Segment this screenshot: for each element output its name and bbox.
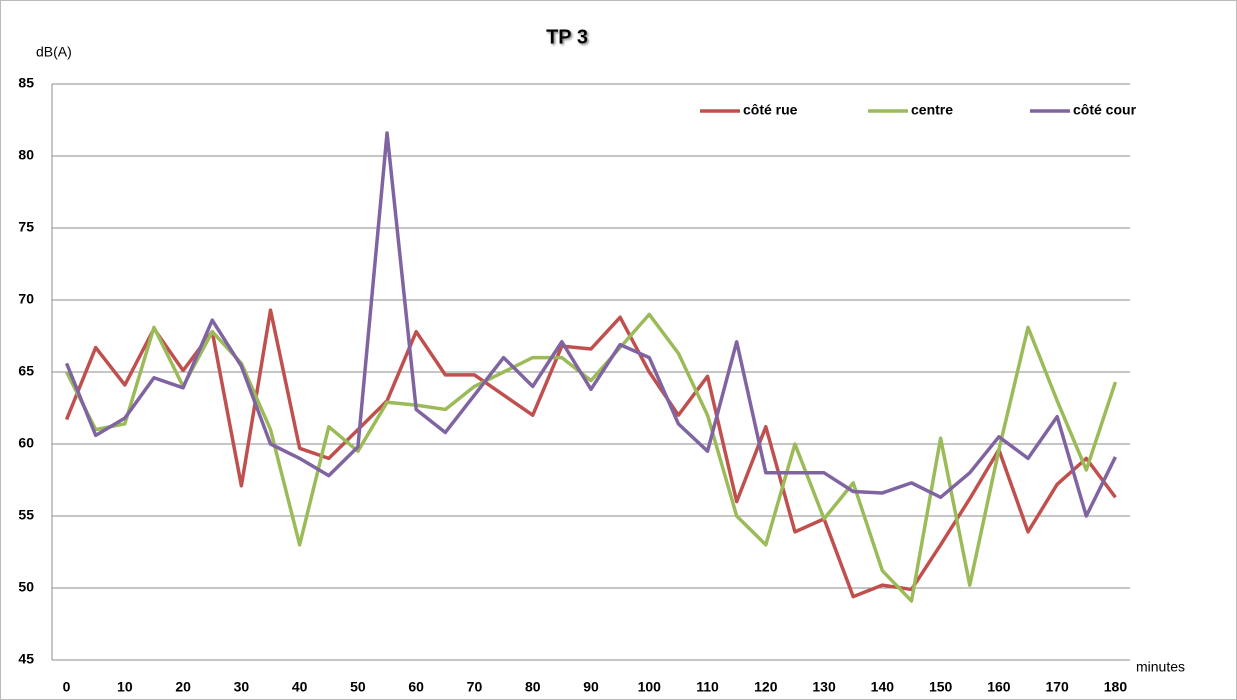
legend-label: côté cour xyxy=(1073,102,1137,118)
y-tick-label: 80 xyxy=(18,147,34,163)
x-tick-label: 40 xyxy=(292,679,308,695)
y-tick-label: 55 xyxy=(18,507,34,523)
x-tick-label: 100 xyxy=(638,679,662,695)
y-tick-label: 60 xyxy=(18,435,34,451)
x-tick-label: 180 xyxy=(1104,679,1128,695)
x-tick-label: 150 xyxy=(929,679,953,695)
y-tick-label: 65 xyxy=(18,363,34,379)
x-tick-label: 10 xyxy=(117,679,133,695)
y-tick-label: 50 xyxy=(18,579,34,595)
x-tick-label: 110 xyxy=(696,679,719,695)
x-tick-label: 130 xyxy=(812,679,836,695)
y-axis-label: dB(A) xyxy=(36,44,72,60)
y-tick-label: 45 xyxy=(18,651,34,667)
legend-label: côté rue xyxy=(743,102,798,118)
x-tick-label: 50 xyxy=(350,679,366,695)
y-tick-label: 70 xyxy=(18,291,34,307)
x-tick-label: 0 xyxy=(63,679,71,695)
x-tick-label: 60 xyxy=(408,679,424,695)
series-line xyxy=(64,131,1117,518)
x-tick-label: 140 xyxy=(871,679,895,695)
x-tick-label: 170 xyxy=(1045,679,1069,695)
chart-title: TP 3 xyxy=(546,26,588,48)
series-line xyxy=(64,308,1117,599)
x-tick-label: 20 xyxy=(175,679,191,695)
x-tick-label: 30 xyxy=(234,679,250,695)
legend-label: centre xyxy=(911,102,953,118)
x-tick-label: 90 xyxy=(583,679,599,695)
x-tick-label: 80 xyxy=(525,679,541,695)
x-tick-label: 70 xyxy=(467,679,483,695)
y-tick-label: 75 xyxy=(18,219,34,235)
y-tick-label: 85 xyxy=(18,75,34,91)
x-tick-label: 120 xyxy=(754,679,778,695)
x-axis-label: minutes xyxy=(1136,659,1185,675)
x-tick-label: 160 xyxy=(987,679,1011,695)
